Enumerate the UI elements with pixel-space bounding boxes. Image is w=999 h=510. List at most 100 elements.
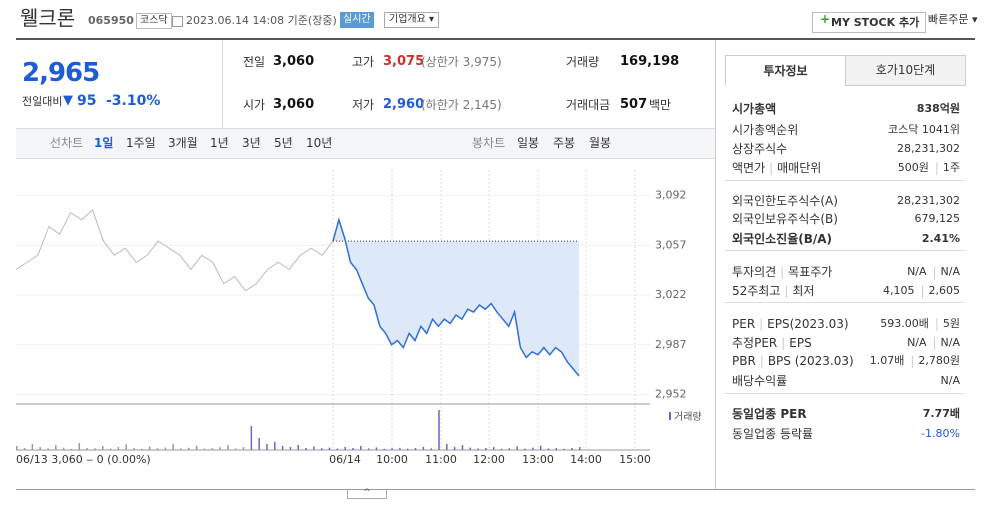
separator: |	[932, 336, 937, 350]
period-tab[interactable]: 1주일	[126, 136, 156, 150]
quick-order[interactable]: 빠른주문 ▾	[928, 13, 978, 26]
volume-bar	[336, 448, 339, 450]
volume-bar	[102, 446, 104, 450]
info-label: 외국인한도주식수(A)	[732, 194, 838, 208]
candle-tab[interactable]: 월봉	[589, 136, 612, 150]
separator: |	[920, 284, 925, 298]
separator: |	[934, 317, 939, 331]
info-label: 외국인보유주식수(B)	[732, 212, 838, 226]
stat-label: 고가	[352, 55, 375, 69]
period-tab[interactable]: 5년	[274, 136, 293, 150]
x-tick-label: 06/14	[329, 453, 361, 466]
volume-bar	[297, 445, 299, 450]
volume-bar	[16, 446, 18, 450]
period-tab[interactable]: 3년	[242, 136, 261, 150]
volume-bar	[195, 445, 198, 450]
volume-bar	[211, 448, 213, 450]
volume-bar	[94, 448, 96, 450]
change-rate: -3.10%	[106, 93, 161, 109]
volume-bar	[55, 445, 57, 450]
volume-bar	[172, 444, 174, 450]
volume-bar	[539, 445, 542, 450]
volume-bar	[109, 448, 112, 450]
stock-code: 065950	[88, 14, 134, 27]
info-label: 투자의견	[732, 265, 777, 279]
volume-bar	[234, 448, 237, 450]
volume-bar	[563, 448, 565, 450]
period-tab[interactable]: 1일	[94, 136, 114, 150]
info-value: N/A	[940, 336, 960, 349]
info-label: 액면가	[732, 161, 766, 175]
volume-bar	[148, 446, 151, 450]
divider	[725, 393, 965, 394]
volume-bar	[274, 442, 276, 450]
candle-tab[interactable]: 주봉	[553, 136, 576, 150]
volume-bar	[430, 448, 432, 450]
separator: |	[784, 284, 789, 298]
divider	[16, 489, 975, 490]
info-value: 28,231,302	[897, 194, 960, 207]
info-value: 2,605	[928, 284, 961, 297]
side-tab[interactable]: 호가10단계	[845, 55, 966, 86]
separator: |	[910, 354, 915, 368]
volume-label: 거래량	[674, 411, 702, 423]
volume-bar	[313, 446, 315, 450]
info-value: N/A	[940, 265, 960, 278]
volume-bar	[383, 448, 386, 450]
info-value: 5원	[942, 317, 960, 330]
area	[333, 219, 579, 377]
info-value: 2,780원	[918, 354, 960, 367]
volume-bar	[320, 448, 323, 450]
volume-bar	[23, 448, 26, 450]
stat-label: 시가	[243, 98, 266, 112]
tab-label: 선차트	[50, 136, 84, 150]
chart: 3,092 3,057 3,022 2,987 2,952 06/14 10:00 11:00…	[15, 170, 702, 466]
mystock-button[interactable]: MY STOCK 추가	[812, 12, 927, 33]
volume-bar	[469, 447, 472, 450]
current-price: 2,965	[22, 58, 100, 88]
divider	[725, 250, 965, 251]
info-label: EPS	[789, 336, 812, 350]
volume-bar	[133, 448, 135, 450]
volume-bar	[399, 447, 401, 450]
y-tick-label: 3,092	[655, 189, 687, 202]
period-tab[interactable]: 3개월	[168, 136, 198, 150]
volume-bar	[266, 444, 268, 450]
info-label: 시가총액	[732, 102, 777, 116]
stat-sub: (하한가 2,145)	[421, 98, 502, 112]
stat-unit: 백만	[649, 98, 672, 112]
info-label: PER	[732, 317, 756, 331]
volume-bar	[141, 448, 143, 450]
stat-value: 3,075	[383, 54, 425, 69]
volume-bar	[281, 446, 284, 450]
y-tick-label: 2,952	[655, 387, 687, 400]
company-button[interactable]: 기업개요 ▾	[384, 12, 439, 28]
separator: |	[932, 265, 937, 279]
info-label: 매매단위	[777, 161, 822, 175]
volume-bar	[250, 426, 253, 450]
info-value: N/A	[940, 374, 960, 387]
change-label: 전일대비	[22, 95, 63, 108]
volume-bar	[532, 447, 534, 450]
candle-tab[interactable]: 일봉	[517, 136, 540, 150]
volume-bar	[422, 446, 425, 450]
realtime-badge[interactable]: 실시간	[340, 12, 374, 28]
divider	[222, 40, 223, 128]
divider	[725, 302, 965, 303]
separator: |	[781, 336, 786, 350]
side-tab[interactable]: 투자정보	[725, 55, 846, 86]
stat-value: 507	[620, 97, 648, 112]
stat-sub: (상한가 3,975)	[421, 55, 502, 69]
volume-bar	[406, 448, 409, 450]
volume-bar	[86, 448, 88, 450]
volume-bar	[289, 447, 292, 450]
info-value: 679,125	[914, 212, 961, 225]
volume-bar	[367, 448, 370, 450]
info-label: 52주최고	[732, 284, 781, 298]
volume-bar	[500, 448, 503, 450]
separator: |	[769, 161, 774, 175]
period-tab[interactable]: 1년	[210, 136, 229, 150]
x-tick-label: 12:00	[473, 453, 505, 466]
period-tab[interactable]: 10년	[306, 136, 333, 150]
collapse-button[interactable]: ^	[347, 489, 387, 499]
